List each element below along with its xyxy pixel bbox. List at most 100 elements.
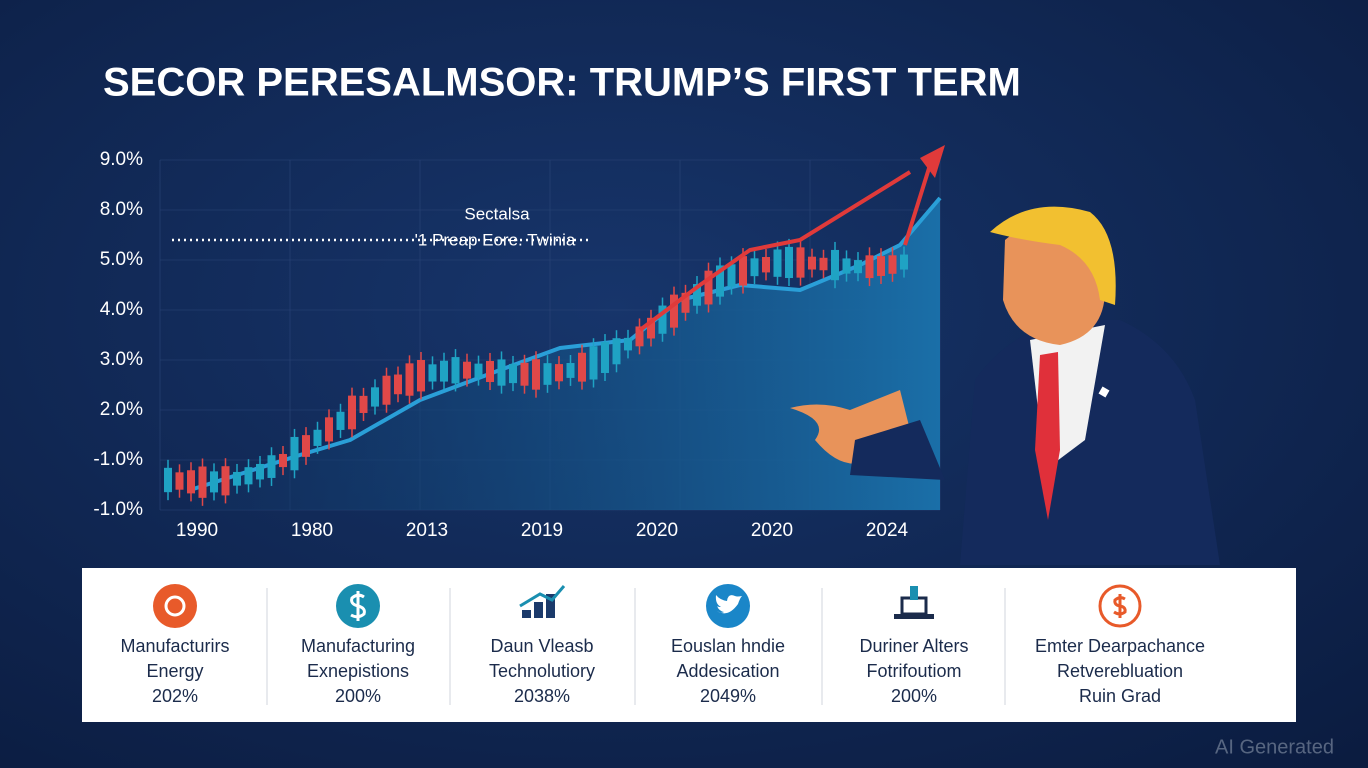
candle-body — [405, 363, 414, 396]
icon — [1098, 584, 1142, 628]
candle-body — [394, 374, 402, 395]
annotation-title: Sectalsa — [464, 204, 530, 223]
candle-body — [796, 247, 805, 278]
card-icon — [706, 584, 750, 628]
person-illustration — [790, 206, 1220, 565]
card-text: 200% — [335, 686, 381, 706]
candle-body — [635, 326, 644, 347]
candle-body — [198, 466, 207, 498]
card-text: Manufacturing — [301, 636, 415, 656]
card-icon — [894, 586, 934, 619]
candle-body — [336, 411, 345, 430]
card-text: Eouslan hndie — [671, 636, 785, 656]
candle-body — [497, 359, 506, 386]
card-text: Duriner Alters — [859, 636, 968, 656]
candle-body — [279, 453, 287, 468]
candle-body — [842, 258, 851, 274]
x-tick-label: 1990 — [176, 520, 218, 541]
watermark: AI Generated — [1215, 736, 1334, 758]
candle-body — [302, 435, 310, 457]
candle-body — [474, 363, 483, 378]
candle-body — [750, 258, 759, 277]
candle-body — [233, 471, 241, 486]
candle-body — [647, 317, 655, 339]
candle-body — [509, 363, 517, 384]
x-tick-label: 2020 — [751, 520, 793, 541]
icon-bar — [534, 602, 543, 618]
red-arrow — [638, 170, 912, 332]
candle-body — [175, 472, 184, 490]
x-tick-label: 2013 — [406, 520, 448, 541]
card-panel — [82, 568, 1296, 722]
red-arrow-head — [920, 145, 945, 178]
candle-body — [221, 466, 230, 496]
card-text: 202% — [152, 686, 198, 706]
candle-body — [348, 395, 356, 430]
tie — [1035, 352, 1060, 520]
candle-body — [290, 436, 299, 471]
candle-body — [900, 254, 908, 270]
card-text: Retverebluation — [1057, 661, 1183, 681]
candle-body — [187, 470, 195, 494]
x-tick-label: 2019 — [521, 520, 563, 541]
area — [190, 198, 940, 510]
candle-body — [371, 387, 379, 407]
candle-body — [543, 363, 552, 385]
annotation-label: '1 Preap Eore. Twinia — [415, 230, 576, 249]
candle-body — [313, 429, 322, 446]
candle-body — [164, 467, 172, 493]
card-text: Energy — [146, 661, 203, 681]
card-text: Addesication — [676, 661, 779, 681]
candle-body — [325, 417, 333, 442]
y-tick-label: 8.0% — [100, 199, 143, 220]
card-icon — [153, 584, 197, 628]
candle-body — [566, 363, 575, 378]
candle-body — [210, 471, 218, 493]
candle-body — [693, 284, 701, 306]
card-text: Exnepistions — [307, 661, 409, 681]
candle-body — [624, 337, 632, 351]
candle-body — [762, 257, 770, 273]
card-text: Manufacturirs — [120, 636, 229, 656]
candle-body — [865, 255, 874, 279]
card-icon — [1098, 584, 1142, 628]
arrow-stem — [903, 164, 932, 246]
chart: 9.0% 8.0% 5.0% 4.0% 3.0% 2.0% -1.0% -1.0% 1990 19… — [93, 145, 945, 541]
icon-bar — [522, 610, 531, 618]
candle-body — [463, 361, 471, 379]
candle-body — [267, 455, 276, 478]
candle-body — [727, 264, 736, 287]
candle-body — [877, 256, 885, 276]
card-text: 2049% — [700, 686, 756, 706]
candle-body — [658, 305, 667, 334]
x-tick-label: 1980 — [291, 520, 333, 541]
card-text: Emter Dearpachance — [1035, 636, 1205, 656]
candle-body — [854, 260, 862, 274]
icon-inner — [164, 595, 186, 617]
icon-tower — [910, 586, 918, 600]
candle-body — [532, 359, 540, 390]
candle-body — [808, 256, 816, 270]
candle-body — [612, 338, 621, 365]
card-text: Ruin Grad — [1079, 686, 1161, 706]
candle-body — [704, 270, 713, 305]
candle-body — [520, 362, 529, 386]
candle-body — [359, 395, 368, 413]
candle-body — [578, 352, 586, 382]
candle-body — [451, 357, 460, 384]
sleeve — [850, 420, 945, 480]
candle-body — [428, 364, 437, 382]
candle-body — [382, 375, 391, 405]
hair — [990, 206, 1116, 305]
candle-body — [670, 294, 678, 328]
y-tick-label: 3.0% — [100, 349, 143, 370]
card-text: 200% — [891, 686, 937, 706]
icon-bar — [546, 594, 555, 618]
candle-body — [601, 342, 609, 373]
candle-body — [244, 467, 253, 485]
pin — [1098, 386, 1110, 398]
candle-body — [440, 360, 448, 382]
icon — [153, 584, 197, 628]
y-tick-label: 9.0% — [100, 149, 143, 170]
